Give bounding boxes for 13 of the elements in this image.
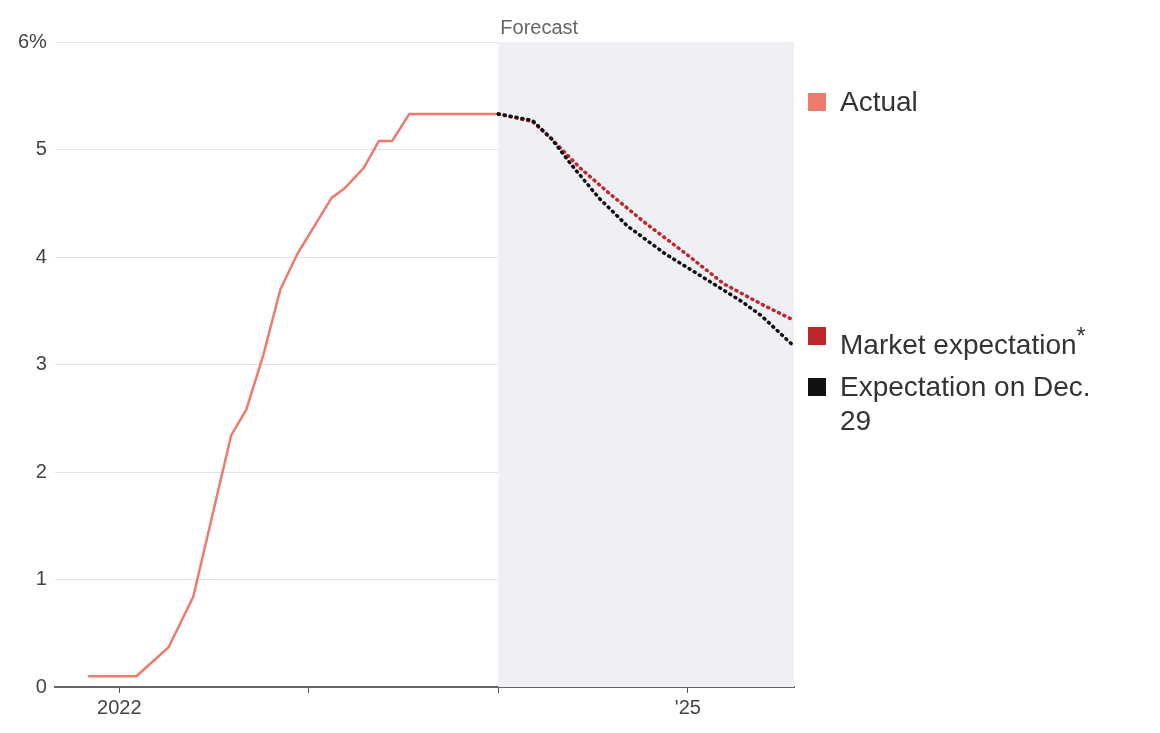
legend-label: Actual — [840, 85, 918, 119]
y-tick-label: 1 — [35, 567, 47, 590]
y-tick-label: 5 — [35, 137, 47, 160]
x-tick-label: 2022 — [97, 695, 142, 718]
x-tick-label: '25 — [674, 695, 701, 718]
y-tick-label: 0 — [35, 674, 47, 697]
band-label: Forecast — [500, 15, 579, 38]
y-tick-label: 3 — [35, 352, 47, 375]
legend-label: Market expectation$^{*}$ — [840, 322, 1086, 363]
y-tick-label: 2 — [35, 459, 47, 482]
legend-label: Expectation on Dec. 29 — [840, 370, 1092, 439]
y-tick-label: 6% — [18, 29, 48, 52]
y-tick-label: 4 — [35, 244, 47, 267]
